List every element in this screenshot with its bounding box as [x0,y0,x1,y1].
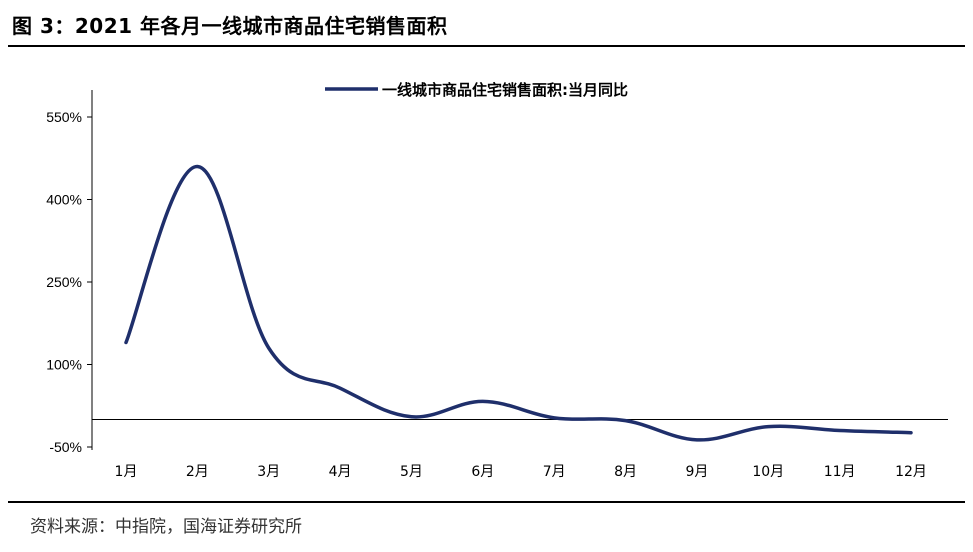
x-tick-label: 12月 [895,464,927,480]
y-tick-label: 550% [46,109,82,125]
chart-axes [91,90,948,450]
x-axis-ticks: 1月 2月 3月 4月 5月 6月 7月 8月 9月 10月 11月 12月 [115,464,927,480]
figure-title: 图 3：2021 年各月一线城市商品住宅销售面积 [12,14,448,38]
x-tick-label: 10月 [752,464,784,480]
x-tick-label: 5月 [400,464,423,480]
legend-label: 一线城市商品住宅销售面积:当月同比 [382,81,628,99]
chart-legend: 一线城市商品住宅销售面积:当月同比 [325,81,628,99]
top-rule [8,45,965,47]
series-line [124,164,913,442]
x-tick-label: 8月 [614,464,637,480]
source-note: 资料来源：中指院，国海证券研究所 [30,517,302,537]
x-tick-label: 2月 [186,464,209,480]
x-tick-label: 1月 [115,464,138,480]
x-tick-label: 4月 [329,464,352,480]
bottom-rule [8,501,965,503]
chart-series [124,164,913,442]
x-tick-label: 9月 [685,464,708,480]
x-tick-label: 3月 [257,464,280,480]
x-tick-label: 11月 [824,464,856,480]
y-tick-label: -50% [49,439,82,455]
y-tick-label: 250% [46,274,82,290]
x-tick-label: 7月 [543,464,566,480]
y-tick-label: 400% [46,192,82,208]
x-tick-label: 6月 [471,464,494,480]
y-tick-label: 100% [46,357,82,373]
y-axis-ticks: 550% 400% 250% 100% -50% [46,109,92,455]
